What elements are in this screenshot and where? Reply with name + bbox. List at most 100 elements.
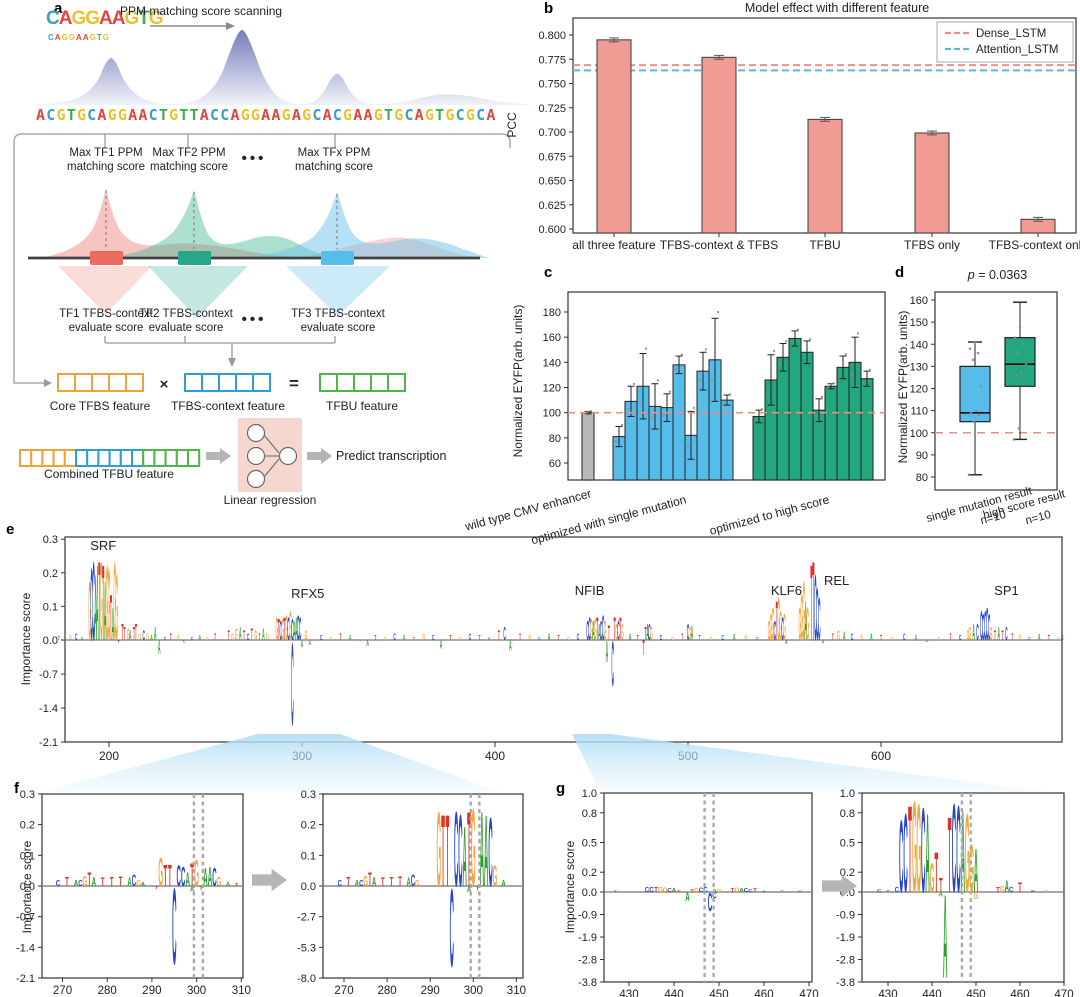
svg-text:T: T <box>155 886 160 891</box>
svg-text:T: T <box>135 619 137 646</box>
svg-text:430: 430 <box>619 989 638 997</box>
svg-text:A: A <box>301 638 304 650</box>
svg-text:A: A <box>141 882 145 887</box>
svg-text:0.2: 0.2 <box>301 820 316 832</box>
times-operator: × <box>159 376 169 393</box>
svg-text:G: G <box>770 606 773 648</box>
scan-label: PPM matching score scanning <box>120 4 283 18</box>
svg-text:G: G <box>100 538 103 664</box>
svg-text:C: C <box>649 887 654 894</box>
svg-text:T: T <box>731 888 735 894</box>
svg-text:G: G <box>621 619 624 646</box>
svg-text:C: C <box>617 616 620 647</box>
svg-text:C: C <box>181 863 185 893</box>
svg-text:0.600: 0.600 <box>538 224 566 236</box>
linear-regression-label: Linear regression <box>223 493 317 507</box>
svg-text:270: 270 <box>334 985 353 997</box>
svg-text:G: G <box>967 629 970 644</box>
svg-text:G: G <box>658 887 663 894</box>
svg-text:A: A <box>440 638 443 652</box>
svg-text:T: T <box>168 858 172 893</box>
svg-text:T: T <box>190 857 194 893</box>
svg-text:C: C <box>952 778 956 919</box>
svg-text:C: C <box>602 609 605 648</box>
svg-text:C: C <box>503 623 506 644</box>
svg-text:C: C <box>183 639 186 643</box>
svg-text:300: 300 <box>464 985 483 997</box>
panel-e-logo-track: 0.00.10.20.3-0.7-1.4-2.1200300400500600T… <box>39 534 1064 763</box>
svg-text:0.650: 0.650 <box>538 176 566 188</box>
svg-text:T: T <box>908 780 912 918</box>
svg-text:C: C <box>982 606 985 648</box>
svg-text:RFX5: RFX5 <box>291 586 324 601</box>
svg-text:160: 160 <box>543 332 561 344</box>
svg-text:G: G <box>384 635 387 641</box>
svg-text:-2.7: -2.7 <box>297 912 316 924</box>
svg-text:C: C <box>280 616 283 647</box>
svg-text:310: 310 <box>507 985 526 997</box>
ellipsis-dots-top: ••• <box>241 150 267 167</box>
svg-text:A: A <box>154 623 157 644</box>
svg-text:C: C <box>921 783 925 919</box>
svg-text:-3.8: -3.8 <box>836 977 855 989</box>
svg-text:C: C <box>1061 635 1064 643</box>
svg-text:C: C <box>984 603 987 650</box>
svg-text:C: C <box>297 609 300 648</box>
svg-text:Attention_LSTM: Attention_LSTM <box>976 44 1058 56</box>
svg-text:C: C <box>748 889 752 894</box>
svg-text:G: G <box>783 606 786 648</box>
svg-text:C: C <box>56 878 61 888</box>
svg-text:280: 280 <box>98 985 117 997</box>
svg-text:0.800: 0.800 <box>538 30 566 42</box>
svg-text:G: G <box>217 876 222 890</box>
svg-text:G: G <box>106 544 109 664</box>
svg-text:T: T <box>476 885 480 892</box>
svg-text:A: A <box>685 891 689 905</box>
svg-text:A: A <box>129 629 132 644</box>
svg-text:0.1: 0.1 <box>301 850 316 862</box>
svg-text:C: C <box>78 878 83 888</box>
svg-text:A: A <box>509 638 512 655</box>
svg-text:G: G <box>266 633 269 642</box>
svg-text:430: 430 <box>878 989 897 997</box>
svg-text:C: C <box>469 633 472 642</box>
svg-text:0.5: 0.5 <box>582 838 597 850</box>
svg-text:G: G <box>69 635 72 643</box>
svg-text:G: G <box>1019 635 1022 643</box>
svg-text:T: T <box>346 876 350 890</box>
svg-text:0.0: 0.0 <box>301 881 316 893</box>
svg-text:G: G <box>177 635 180 643</box>
svg-text:-8.0: -8.0 <box>297 973 316 985</box>
svg-text:T: T <box>340 633 342 642</box>
svg-text:G: G <box>968 623 971 644</box>
svg-text:1.0: 1.0 <box>840 788 855 800</box>
svg-text:A: A <box>939 892 944 899</box>
svg-text:T: T <box>479 635 482 643</box>
svg-text:310: 310 <box>232 985 251 997</box>
svg-text:G: G <box>689 623 692 644</box>
svg-text:A: A <box>63 639 66 641</box>
svg-text:G: G <box>590 612 593 647</box>
svg-text:120: 120 <box>543 383 561 395</box>
svg-text:100: 100 <box>543 408 561 420</box>
svg-text:C: C <box>432 635 435 643</box>
svg-text:C: C <box>1005 623 1008 644</box>
svg-text:-1.4: -1.4 <box>39 703 58 715</box>
svg-text:180: 180 <box>543 307 561 319</box>
ellipsis-dots-bottom: ••• <box>241 311 267 328</box>
svg-text:-5.3: -5.3 <box>297 942 316 954</box>
svg-text:T: T <box>101 876 105 890</box>
svg-text:80: 80 <box>916 472 928 484</box>
svg-text:G: G <box>567 635 570 641</box>
svg-text:A: A <box>972 619 975 646</box>
svg-text:C: C <box>247 633 250 642</box>
svg-text:470: 470 <box>1054 989 1073 997</box>
svg-text:C: C <box>814 555 817 660</box>
ppm-sequence-logo: CAGGAAGTG <box>46 8 164 29</box>
svg-text:-0.9: -0.9 <box>578 910 597 922</box>
svg-text:A: A <box>501 878 506 888</box>
svg-text:A: A <box>158 637 161 658</box>
svg-text:G: G <box>528 635 531 643</box>
svg-text:C: C <box>212 863 216 892</box>
svg-text:G: G <box>115 555 118 660</box>
